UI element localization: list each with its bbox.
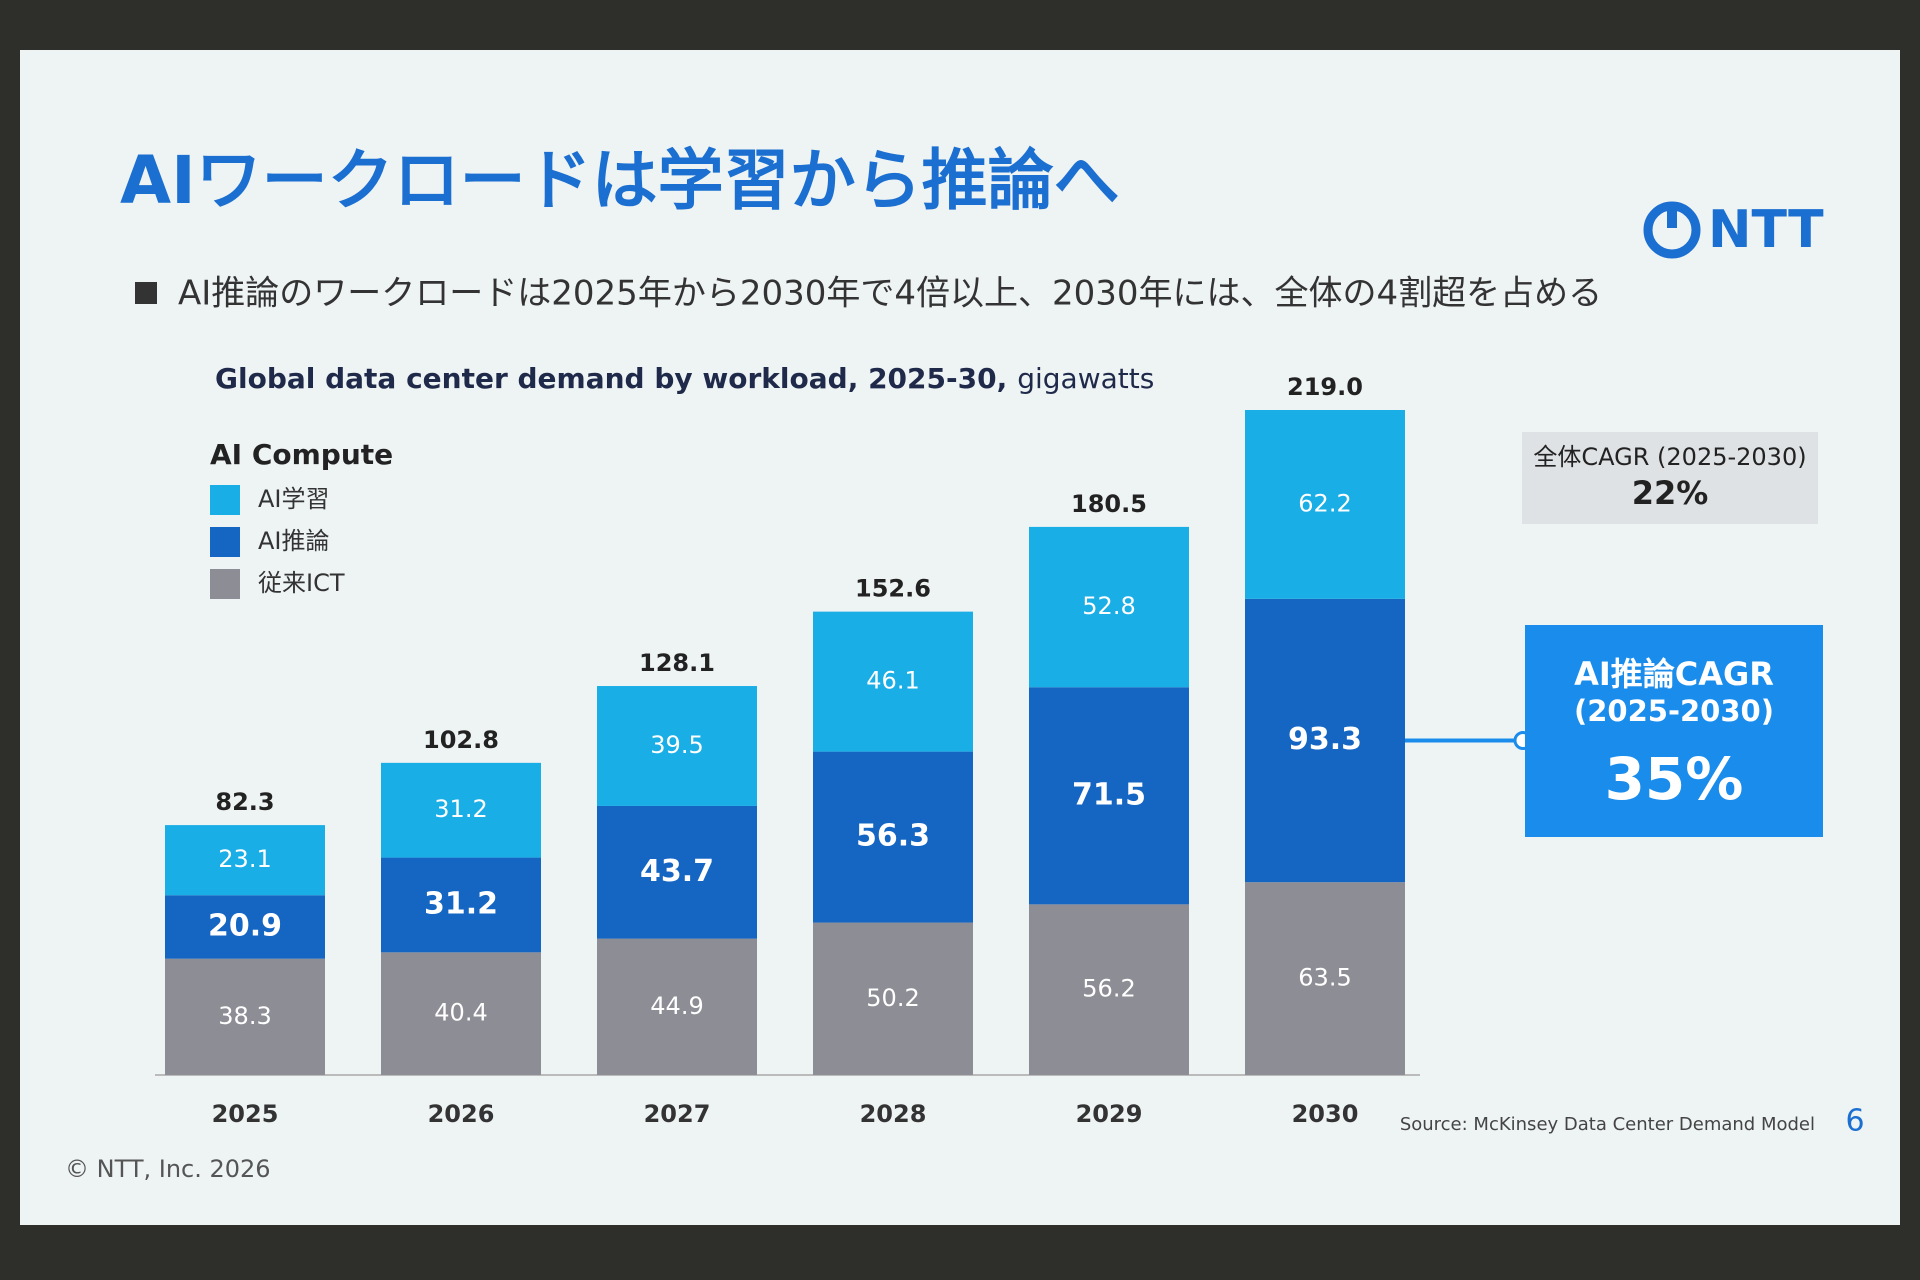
- bar-segment: [381, 952, 541, 1075]
- bar-segment: [597, 805, 757, 939]
- bar-segment: [1245, 882, 1405, 1075]
- ai-cagr-sublabel: (2025-2030): [1574, 694, 1774, 728]
- x-tick-label: 2030: [1292, 1100, 1359, 1128]
- cagr-label: 全体CAGR (2025-2030): [1533, 443, 1806, 471]
- total-label: 219.0: [1287, 373, 1363, 401]
- value-label: 56.2: [1082, 975, 1135, 1003]
- logo-mark: [1667, 206, 1677, 228]
- total-label: 102.8: [423, 726, 499, 754]
- value-label: 40.4: [434, 999, 487, 1027]
- cagr-box: [1522, 432, 1818, 524]
- bar-segment: [597, 938, 757, 1075]
- bullet: [135, 282, 157, 304]
- bar-segment: [165, 825, 325, 896]
- bar-segment: [813, 611, 973, 752]
- source: Source: McKinsey Data Center Demand Mode…: [1400, 1114, 1815, 1135]
- legend-swatch: [210, 527, 240, 557]
- chart-title-main: Global data center demand by workload, 2…: [215, 362, 1007, 395]
- slide-title: AIワークロードは学習から推論へ: [120, 142, 1120, 219]
- total-label: 152.6: [855, 575, 931, 603]
- legend-title: AI Compute: [210, 438, 393, 471]
- ai-cagr-label: AI推論CAGR: [1574, 655, 1774, 693]
- legend-label: 従来ICT: [258, 569, 345, 597]
- bar-segment: [597, 686, 757, 806]
- chart-title: Global data center demand by workload, 2…: [215, 362, 1154, 395]
- bar-segment: [813, 922, 973, 1075]
- total-label: 180.5: [1071, 490, 1147, 518]
- bar-segment: [813, 751, 973, 923]
- value-label: 31.2: [424, 886, 498, 921]
- value-label: 62.2: [1298, 489, 1351, 517]
- bar-segment: [1029, 904, 1189, 1075]
- value-label: 38.3: [218, 1002, 271, 1030]
- page-number: 6: [1845, 1104, 1864, 1139]
- value-label: 46.1: [866, 667, 919, 695]
- bar-segment: [381, 857, 541, 953]
- bar-segment: [165, 895, 325, 959]
- bar-segment: [1029, 526, 1189, 688]
- x-tick-label: 2027: [644, 1100, 711, 1128]
- value-label: 52.8: [1082, 592, 1135, 620]
- legend-label: AI学習: [258, 485, 330, 513]
- value-label: 63.5: [1298, 964, 1351, 992]
- value-label: 20.9: [208, 908, 282, 943]
- bar-segment: [381, 762, 541, 858]
- ai-cagr-value: 35%: [1605, 745, 1744, 813]
- value-label: 39.5: [650, 731, 703, 759]
- subtitle: AI推論のワークロードは2025年から2030年で4倍以上、2030年には、全体…: [178, 274, 1602, 314]
- value-label: 23.1: [218, 845, 271, 873]
- x-tick-label: 2025: [212, 1100, 279, 1128]
- copyright: © NTT, Inc. 2026: [65, 1155, 271, 1183]
- x-tick-label: 2026: [428, 1100, 495, 1128]
- bar-segment: [165, 958, 325, 1075]
- value-label: 56.3: [856, 819, 930, 854]
- chart-units: gigawatts: [1017, 362, 1154, 395]
- value-label: 43.7: [640, 854, 714, 889]
- legend-label: AI推論: [258, 527, 330, 555]
- value-label: 31.2: [434, 795, 487, 823]
- logo: NTT: [1708, 200, 1824, 260]
- value-label: 71.5: [1072, 777, 1146, 812]
- ai-cagr-box: [1525, 625, 1823, 837]
- bar-segment: [1029, 687, 1189, 905]
- value-label: 93.3: [1288, 722, 1362, 757]
- total-label: 128.1: [639, 649, 715, 677]
- legend-swatch: [210, 485, 240, 515]
- x-tick-label: 2029: [1076, 1100, 1143, 1128]
- x-tick-label: 2028: [860, 1100, 927, 1128]
- total-label: 82.3: [215, 788, 274, 816]
- legend-swatch: [210, 569, 240, 599]
- bar-segment: [1245, 598, 1405, 883]
- cagr-value: 22%: [1632, 474, 1709, 512]
- bar-segment: [1245, 410, 1405, 599]
- value-label: 44.9: [650, 992, 703, 1020]
- value-label: 50.2: [866, 984, 919, 1012]
